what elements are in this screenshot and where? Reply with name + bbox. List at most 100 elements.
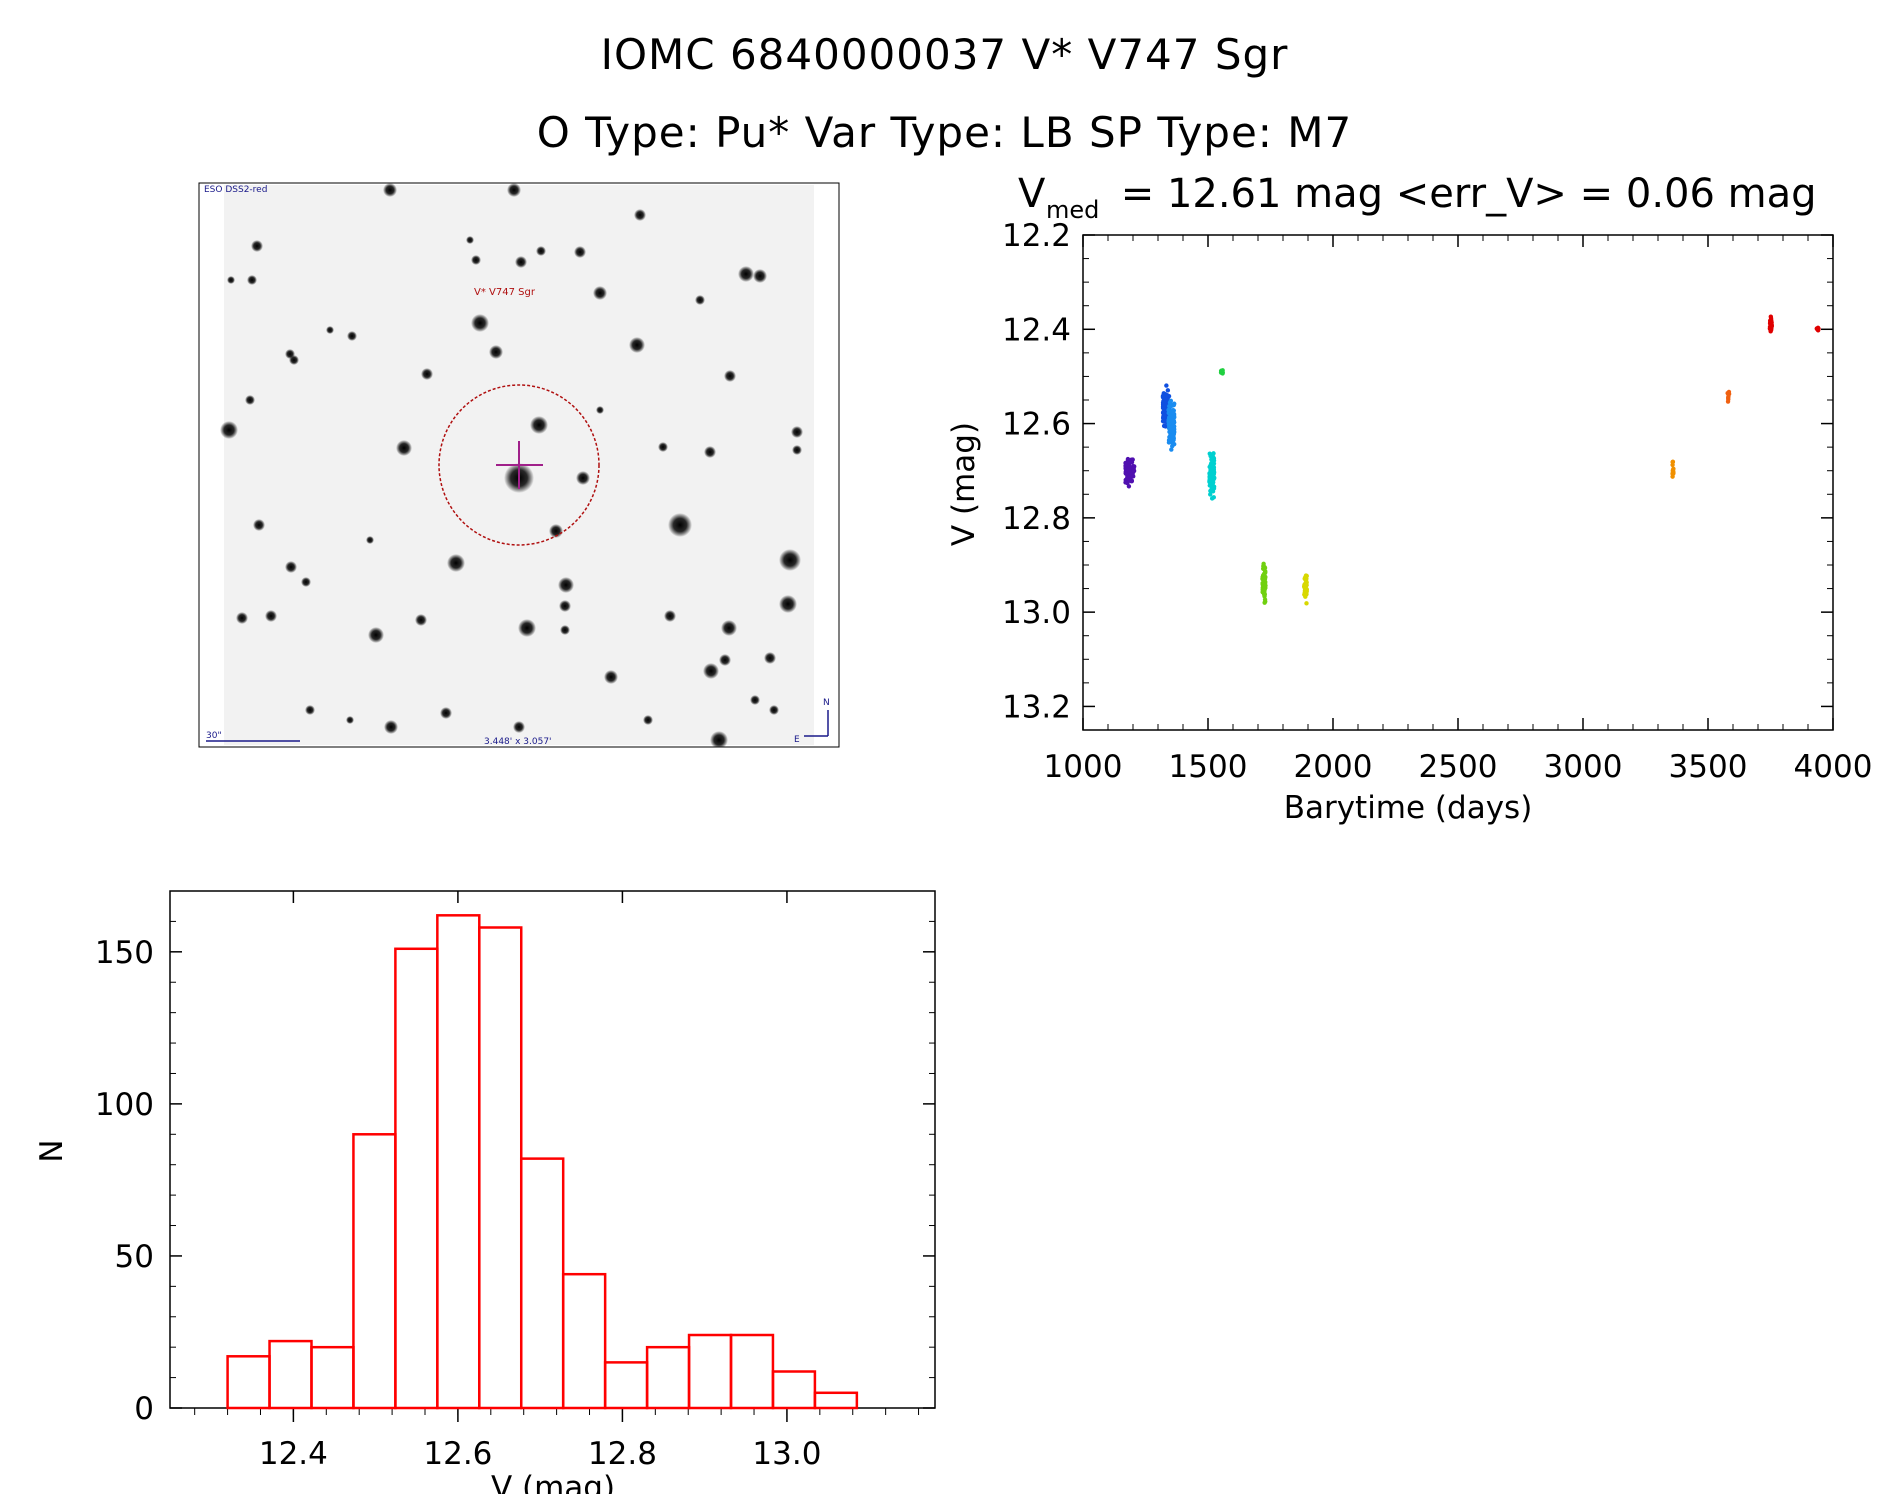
data-point	[1260, 581, 1265, 586]
scale-label: 30"	[206, 731, 222, 741]
star	[710, 731, 728, 747]
x-tick-label: 1500	[1169, 749, 1248, 785]
star	[440, 707, 452, 719]
lightcurve-title-rest: = 12.61 mag <err_V> = 0.06 mag	[1108, 171, 1817, 217]
x-tick-label: 4000	[1794, 749, 1873, 785]
lightcurve-title-v: V	[1018, 171, 1046, 217]
data-point	[1208, 472, 1214, 477]
star	[604, 670, 618, 684]
data-point	[1670, 459, 1676, 465]
hist-x-tick-label: 12.4	[259, 1436, 328, 1472]
lightcurve-title-sub: med	[1046, 196, 1099, 224]
star	[518, 619, 536, 637]
star	[576, 471, 590, 485]
star	[415, 614, 427, 626]
star	[536, 246, 546, 256]
histogram-bar	[478, 926, 523, 1410]
data-point	[1262, 592, 1267, 598]
data-point	[1209, 496, 1215, 501]
star	[471, 314, 489, 332]
data-point	[1170, 410, 1175, 416]
star	[792, 445, 802, 455]
star	[658, 442, 668, 452]
star	[326, 326, 334, 334]
data-point	[1164, 383, 1169, 388]
data-point	[1123, 471, 1128, 476]
star	[366, 536, 374, 544]
star	[530, 416, 548, 434]
star	[489, 345, 503, 359]
star	[368, 627, 384, 643]
histogram-ylabel: N	[34, 1139, 70, 1162]
data-point	[1303, 592, 1308, 597]
lightcurve-plot: V med = 12.61 mag <err_V> = 0.06 mag 100…	[946, 171, 1872, 826]
data-point	[1768, 320, 1773, 326]
target-label: V* V747 Sgr	[474, 287, 536, 298]
data-point	[1263, 570, 1268, 575]
histogram-bar	[561, 1272, 607, 1410]
data-point	[1162, 413, 1168, 418]
star	[643, 715, 653, 725]
target-circle	[438, 384, 600, 546]
hist-y-tick-label: 150	[95, 935, 154, 971]
star	[384, 720, 398, 734]
star	[515, 256, 527, 268]
star	[724, 370, 736, 382]
finder-star-field	[220, 183, 803, 747]
x-tick-label: 3000	[1544, 749, 1623, 785]
data-point	[1208, 453, 1213, 459]
data-point	[1304, 601, 1309, 606]
star	[421, 368, 433, 380]
star	[664, 610, 676, 622]
data-point	[1262, 564, 1267, 570]
data-point	[1167, 408, 1172, 414]
histogram-bar	[394, 947, 439, 1410]
star	[253, 519, 265, 531]
histogram-xlabel: V (mag)	[491, 1470, 615, 1494]
data-point	[1166, 422, 1172, 427]
star	[769, 705, 779, 715]
star	[703, 663, 719, 679]
data-point	[1123, 463, 1128, 468]
fov-label: 3.448' x 3.057'	[484, 737, 552, 747]
star	[227, 276, 235, 284]
data-point	[1262, 586, 1267, 591]
finder-chart: ESO DSS2-red V* V747 Sgr 30" 3.448' x 3.…	[198, 182, 840, 748]
chart-title-line2: O Type: Pu* Var Type: LB SP Type: M7	[536, 108, 1353, 157]
data-point	[1125, 480, 1130, 486]
hist-y-tick-label: 100	[95, 1087, 154, 1123]
data-point	[1302, 575, 1308, 580]
data-point	[1302, 588, 1308, 594]
survey-label: ESO DSS2-red	[204, 185, 267, 195]
star	[513, 721, 525, 733]
histogram-bar	[687, 1333, 733, 1410]
data-point	[1768, 314, 1774, 319]
star	[738, 266, 754, 282]
star	[301, 577, 311, 587]
star	[596, 406, 604, 414]
star	[791, 426, 803, 438]
hist-y-tick-label: 0	[134, 1391, 154, 1427]
star	[346, 716, 354, 724]
histogram-plot: 12.4 12.6 12.8 13.0 0 50 100 150 V (mag) N	[34, 890, 936, 1494]
data-point	[1162, 399, 1167, 405]
star	[289, 355, 299, 365]
histogram-bar	[729, 1333, 775, 1410]
histogram-bar	[310, 1345, 355, 1410]
data-point	[1670, 468, 1676, 473]
hist-x-tick-label: 12.6	[423, 1436, 492, 1472]
data-point	[1725, 399, 1731, 404]
data-point	[1768, 327, 1774, 333]
histogram-bar	[268, 1339, 313, 1410]
data-point	[1171, 402, 1177, 408]
lightcurve-ylabel: V (mag)	[946, 422, 982, 546]
star	[471, 255, 481, 265]
star	[593, 286, 607, 300]
star	[629, 337, 645, 353]
star	[558, 577, 574, 593]
star	[220, 421, 238, 439]
star	[753, 269, 767, 283]
star	[245, 395, 255, 405]
star	[549, 524, 563, 538]
histogram-axes-frame	[169, 890, 936, 1409]
